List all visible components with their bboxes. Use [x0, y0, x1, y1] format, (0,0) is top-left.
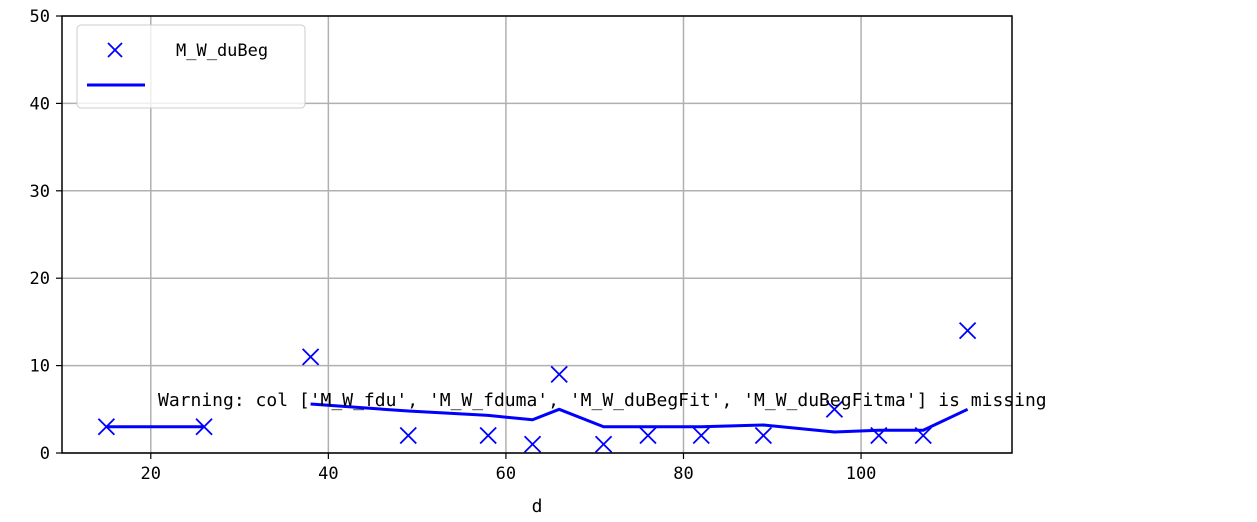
- x-tick-label: 100: [846, 464, 877, 484]
- data-point: [479, 426, 497, 445]
- data-point: [754, 426, 773, 445]
- x-tick-label: 60: [496, 464, 516, 484]
- x-axis-label: d: [532, 496, 543, 517]
- x-axis-ticks: 20 40 60 80 100: [141, 453, 877, 484]
- data-point: [399, 426, 417, 445]
- fit-line-segment: [310, 402, 969, 434]
- data-point: [825, 400, 844, 418]
- data-point: [639, 426, 657, 445]
- x-tick-label: 40: [318, 464, 338, 484]
- data-point: [195, 418, 213, 436]
- fit-line-series: [106, 402, 969, 434]
- data-point: [550, 365, 568, 383]
- y-tick-label: 30: [30, 182, 50, 202]
- legend-marker-x-icon: [107, 42, 123, 58]
- x-tick-label: 20: [141, 464, 161, 484]
- legend: M_W_duBeg: [76, 24, 306, 109]
- y-axis-ticks: 0 10 20 30 40 50: [30, 7, 62, 464]
- legend-label-scatter: M_W_duBeg: [176, 41, 268, 61]
- y-tick-label: 10: [30, 357, 50, 377]
- warning-annotation: Warning: col ['M_W_fdu', 'M_W_fduma', 'M…: [158, 390, 1047, 411]
- y-tick-label: 50: [30, 7, 50, 27]
- x-tick-label: 80: [673, 464, 693, 484]
- y-tick-label: 40: [30, 94, 50, 114]
- data-point: [958, 322, 977, 340]
- data-point: [692, 426, 710, 445]
- plot-frame: [61, 15, 1013, 454]
- data-point: [301, 348, 320, 366]
- data-point: [870, 426, 888, 445]
- data-point: [523, 435, 542, 453]
- y-tick-label: 20: [30, 269, 50, 289]
- y-tick-label: 0: [40, 444, 50, 464]
- scatter-series: [97, 322, 977, 453]
- legend-box: [76, 24, 306, 109]
- data-point: [914, 426, 932, 445]
- data-point: [97, 418, 116, 436]
- data-point: [594, 435, 613, 453]
